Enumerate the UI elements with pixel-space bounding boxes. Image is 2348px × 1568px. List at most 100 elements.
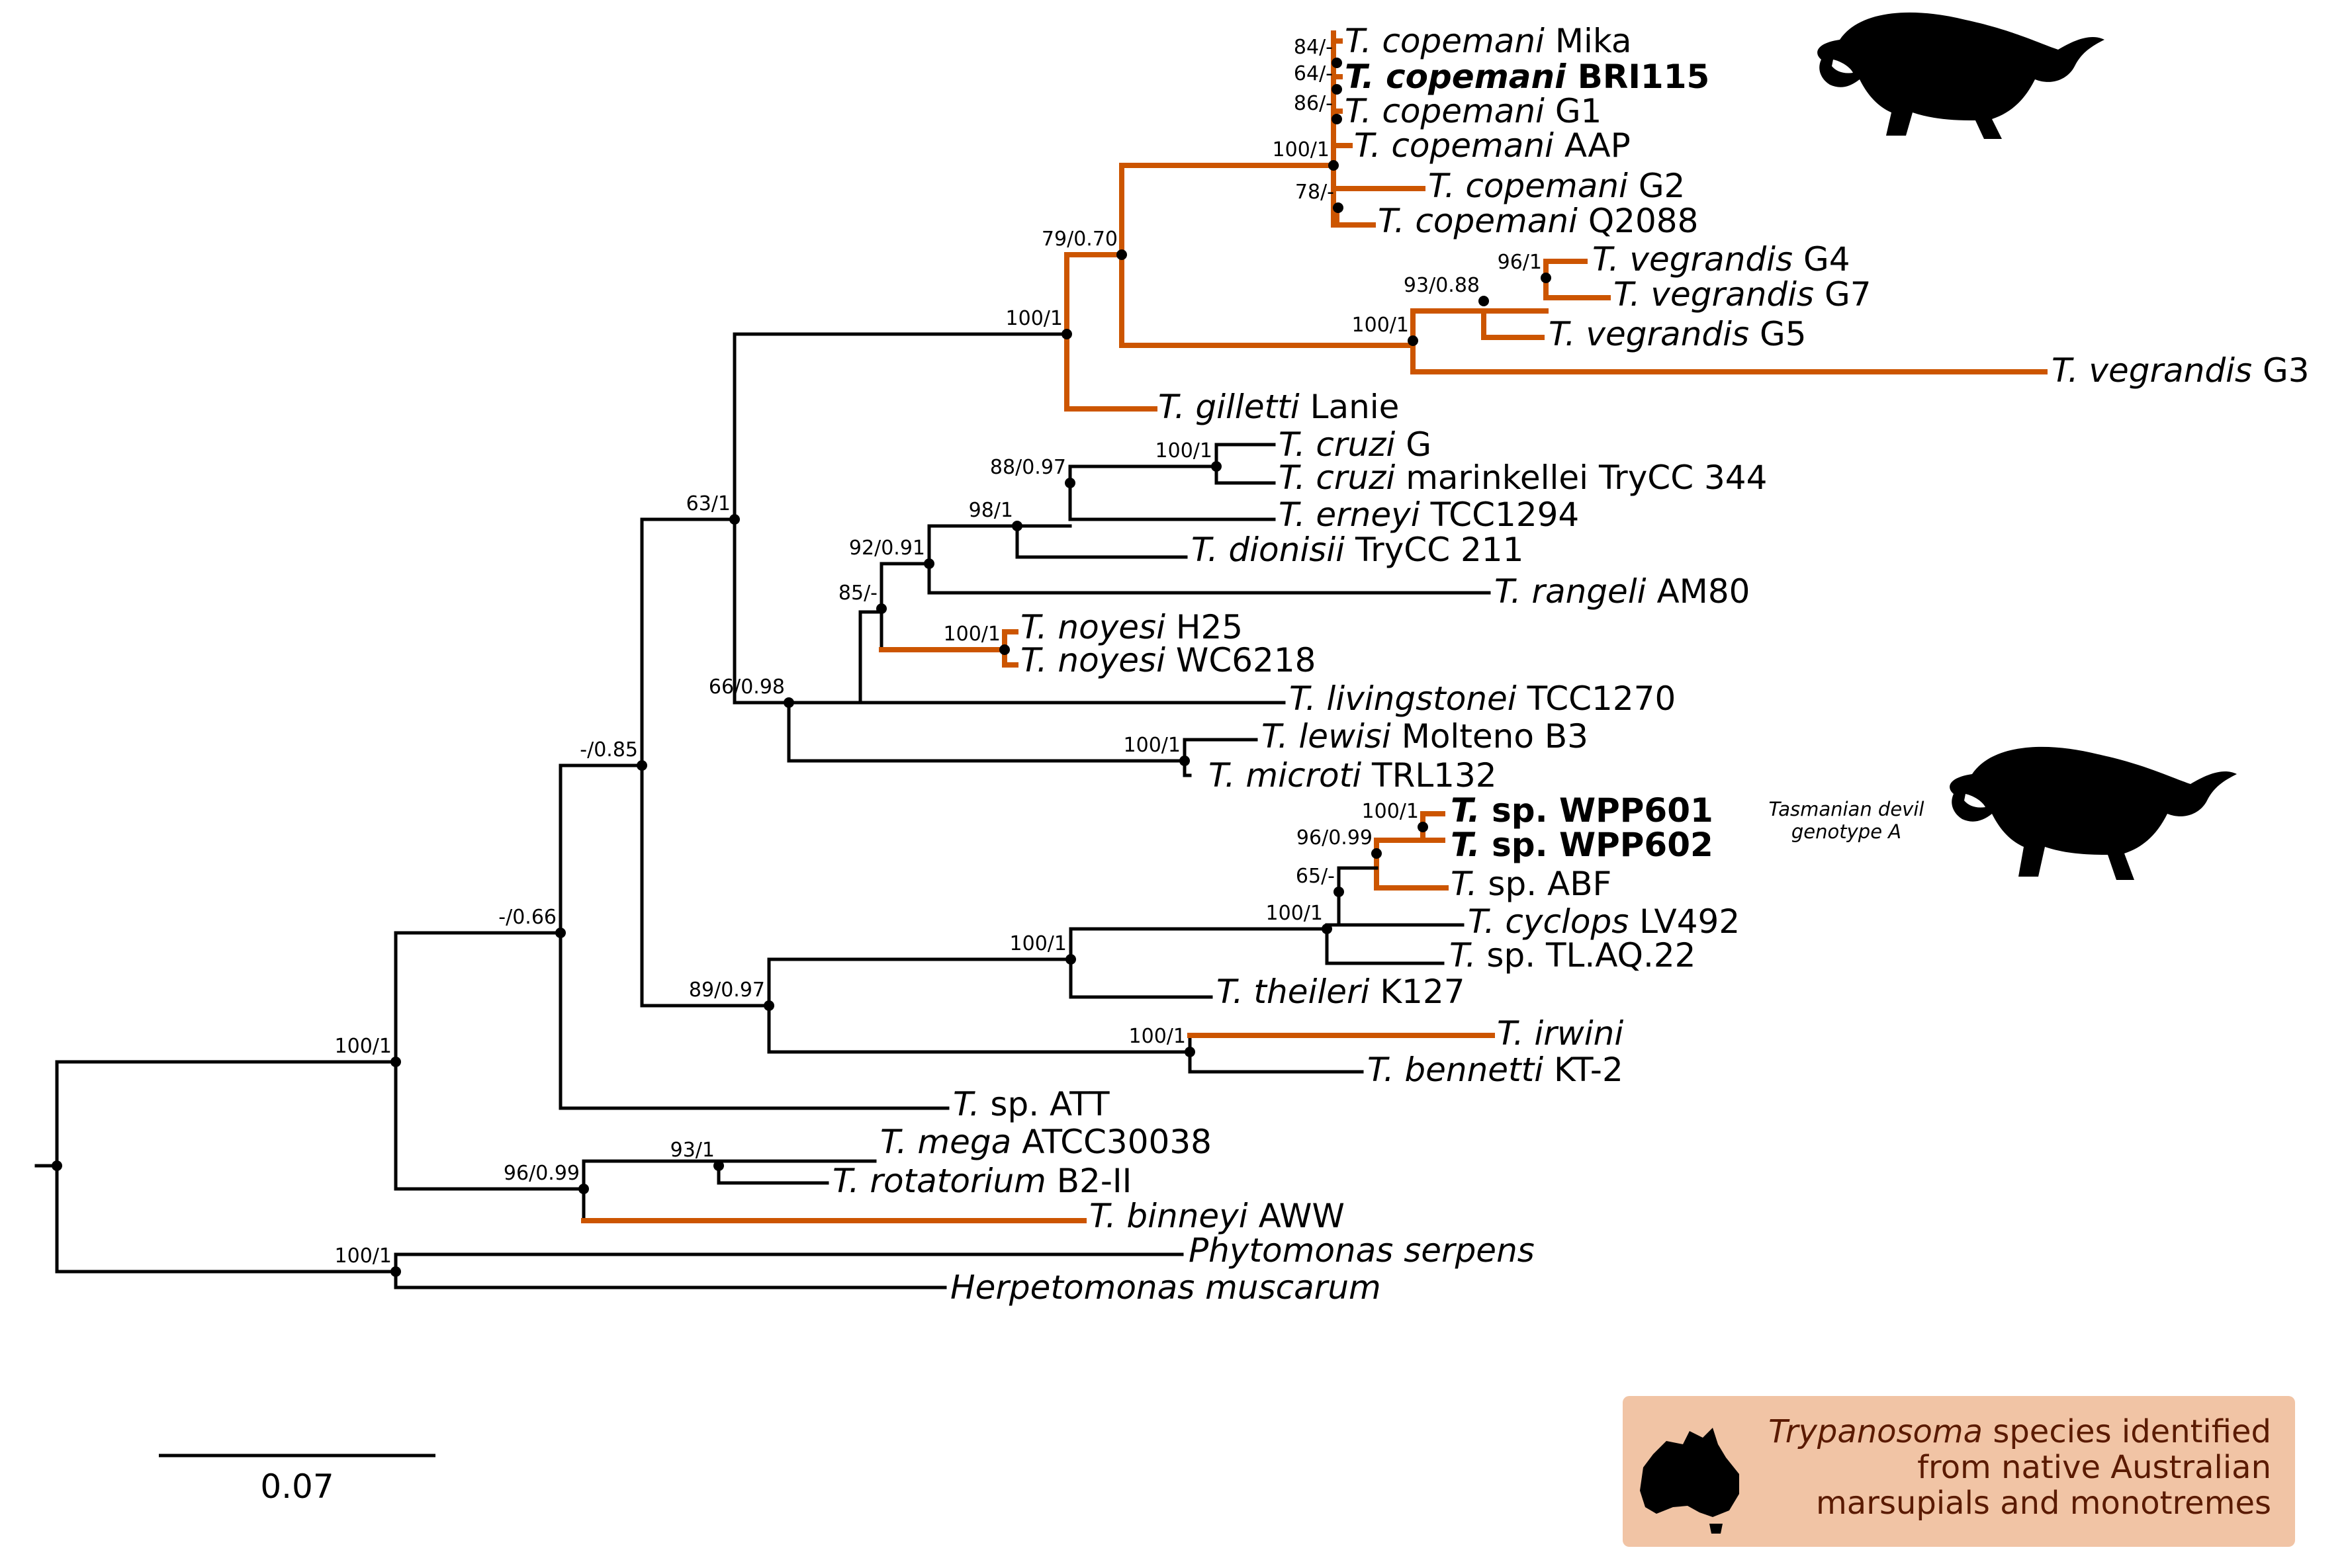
node-marker <box>390 1266 401 1277</box>
support-value: 65/- <box>1296 865 1335 888</box>
node-marker <box>637 760 647 771</box>
support-values: 84/- 64/- 86/- 100/1 78/- 96/1 93/0.88 100/1 79/… <box>335 36 1542 1268</box>
tree-branches <box>34 30 2048 1289</box>
support-value: 78/- <box>1295 181 1334 204</box>
node-marker <box>1418 822 1428 832</box>
node-marker <box>1332 114 1342 124</box>
taxon-label-cruzi_g: T. cruzi G <box>1279 425 1431 464</box>
node-marker <box>713 1160 724 1171</box>
support-value: -/0.66 <box>498 906 557 929</box>
legend-line-1: Trypanosoma species identified <box>1768 1413 2271 1450</box>
node-marker <box>1333 887 1344 897</box>
taxon-label-cop_q: T. copemani Q2088 <box>1378 202 1698 240</box>
node-marker <box>729 514 740 525</box>
legend-line-3: marsupials and monotremes <box>1816 1485 2271 1522</box>
legend-box <box>1623 1396 2295 1547</box>
support-value: 64/- <box>1294 62 1333 85</box>
node-marker <box>555 928 566 938</box>
taxon-label-noy_wc: T. noyesi WC6218 <box>1020 641 1316 679</box>
support-value: 100/1 <box>1006 307 1063 330</box>
node-marker <box>999 644 1010 655</box>
support-value: 92/0.91 <box>849 537 925 560</box>
taxon-label-gil: T. gilletti Lanie <box>1158 388 1399 426</box>
taxon-label-cyc: T. cyclops LV492 <box>1468 902 1740 941</box>
support-value: 100/1 <box>1273 138 1330 161</box>
taxon-label-cop_mika: T. copemani Mika <box>1345 22 1632 60</box>
node-marker <box>1116 249 1127 260</box>
taxon-label-liv: T. livingstonei TCC1270 <box>1289 679 1676 718</box>
tasmanian-devil-silhouette-genotype-a <box>1950 746 2237 880</box>
node-marker <box>1332 84 1342 95</box>
support-value: 100/1 <box>1352 314 1409 337</box>
node-marker <box>1541 273 1551 283</box>
node-marker <box>784 697 794 708</box>
tree-nodes <box>52 58 1551 1277</box>
node-marker <box>1065 954 1076 965</box>
support-value: 93/1 <box>670 1139 715 1162</box>
node-marker <box>1478 296 1489 306</box>
taxon-label-veg_g4: T. vegrandis G4 <box>1592 240 1850 279</box>
support-value: 100/1 <box>1362 800 1419 823</box>
taxon-label-bin: T. binneyi AWW <box>1089 1197 1345 1235</box>
taxon-label-ern: T. erneyi TCC1294 <box>1279 496 1579 534</box>
support-value: 98/1 <box>969 499 1013 522</box>
node-marker <box>578 1184 589 1194</box>
taxon-label-the: T. theileri K127 <box>1216 973 1465 1011</box>
node-marker <box>1211 461 1222 472</box>
node-marker <box>1371 848 1382 859</box>
taxon-label-ran: T. rangeli AM80 <box>1494 572 1750 611</box>
node-marker <box>1065 478 1075 488</box>
taxon-label-cruzi_m: T. cruzi marinkellei TryCC 344 <box>1279 458 1767 497</box>
taxon-label-her: Herpetomonas muscarum <box>950 1268 1381 1307</box>
taxon-label-meg: T. mega ATCC30038 <box>880 1123 1212 1161</box>
support-value: 85/- <box>838 582 878 605</box>
taxon-label-irw: T. irwini <box>1497 1014 1623 1053</box>
node-marker <box>876 603 887 614</box>
support-value: 100/1 <box>944 623 1001 646</box>
taxon-label-wpp602: T. sp. WPP602 <box>1451 826 1713 864</box>
taxon-label-rot: T. rotatorium B2-II <box>833 1162 1132 1200</box>
support-value: 79/0.70 <box>1042 228 1118 251</box>
taxon-label-veg_g3: T. vegrandis G3 <box>2052 351 2310 390</box>
support-value: 89/0.97 <box>689 979 765 1002</box>
taxon-label-cop_g2: T. copemani G2 <box>1428 167 1685 205</box>
support-value: 100/1 <box>1129 1025 1186 1048</box>
taxon-label-phy: Phytomonas serpens <box>1189 1231 1535 1270</box>
legend-line-2: from native Australian <box>1917 1449 2271 1486</box>
scale-label: 0.07 <box>260 1467 334 1506</box>
australia-map-icon <box>1640 1428 1739 1534</box>
taxon-label-tlaq: T. sp. TL.AQ.22 <box>1449 936 1695 975</box>
node-marker <box>1328 160 1339 171</box>
node-marker <box>1179 756 1190 766</box>
taxon-label-cop_g1: T. copemani G1 <box>1345 92 1602 130</box>
node-marker <box>924 558 934 569</box>
taxon-label-ben: T. bennetti KT-2 <box>1367 1051 1623 1089</box>
taxon-label-abf: T. sp. ABF <box>1451 865 1611 903</box>
support-value: 96/0.99 <box>1296 826 1373 849</box>
node-marker <box>1333 202 1343 213</box>
taxon-label-cop_bri: T. copemani BRI115 <box>1345 58 1709 96</box>
node-marker <box>1061 329 1072 339</box>
node-marker <box>764 1000 774 1011</box>
taxon-label-cop_aap: T. copemani AAP <box>1354 126 1631 165</box>
node-marker <box>1185 1047 1195 1057</box>
taxon-label-wpp601: T. sp. WPP601 <box>1451 791 1713 830</box>
support-value: 66/0.98 <box>709 675 785 699</box>
node-marker <box>390 1057 401 1067</box>
support-value: 86/- <box>1294 92 1333 115</box>
legend: Trypanosoma species identified from nati… <box>1623 1396 2295 1547</box>
support-value: 88/0.97 <box>990 456 1066 479</box>
support-value: 100/1 <box>1010 932 1067 955</box>
taxon-label-dio: T. dionisii TryCC 211 <box>1191 531 1523 569</box>
taxon-label-att: T. sp. ATT <box>953 1085 1110 1123</box>
taxon-label-veg_g5: T. vegrandis G5 <box>1549 315 1807 353</box>
support-value: 63/1 <box>686 492 731 515</box>
support-value: 100/1 <box>1266 902 1323 925</box>
annotation-line-1: Tasmanian devil <box>1769 798 1924 820</box>
tasmanian-devil-silhouette-top <box>1817 12 2104 139</box>
taxon-label-mic: T. microti TRL132 <box>1208 756 1497 795</box>
node-marker <box>1322 924 1332 934</box>
support-value: 100/1 <box>1155 439 1212 462</box>
support-value: 93/0.88 <box>1404 274 1480 297</box>
